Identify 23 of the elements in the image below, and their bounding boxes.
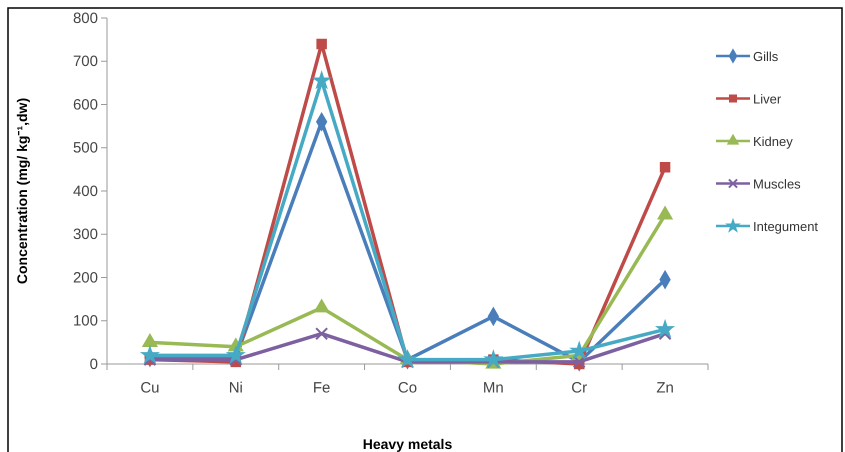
x-tick-label: Zn <box>656 380 674 397</box>
legend-label: Kidney <box>753 134 794 149</box>
x-tick-label: Cu <box>140 380 160 397</box>
y-tick-label: 200 <box>72 269 98 286</box>
x-tick-label: Co <box>398 380 418 397</box>
y-tick-label: 800 <box>72 10 98 27</box>
x-tick-label: Ni <box>228 380 243 397</box>
y-tick-label: 500 <box>72 140 98 157</box>
y-axis-title: Concentration (mg/ kg⁻¹,dw) <box>14 98 30 284</box>
y-tick-label: 400 <box>72 182 98 200</box>
x-tick-label: Mn <box>482 380 504 397</box>
x-tick-label: Fe <box>312 380 330 397</box>
y-tick-label: 700 <box>72 53 98 70</box>
legend-label: Gills <box>753 49 779 64</box>
legend-label: Muscles <box>753 176 802 192</box>
legend-label: Integument <box>753 219 818 234</box>
x-axis-title: Heavy metals <box>362 436 452 452</box>
y-tick-label: 0 <box>90 356 98 373</box>
y-tick-label: 100 <box>72 312 98 330</box>
legend-label: Liver <box>753 92 782 106</box>
y-tick-label: 300 <box>72 226 98 244</box>
x-tick-label: Cr <box>571 380 588 397</box>
y-tick-label: 600 <box>72 96 98 114</box>
